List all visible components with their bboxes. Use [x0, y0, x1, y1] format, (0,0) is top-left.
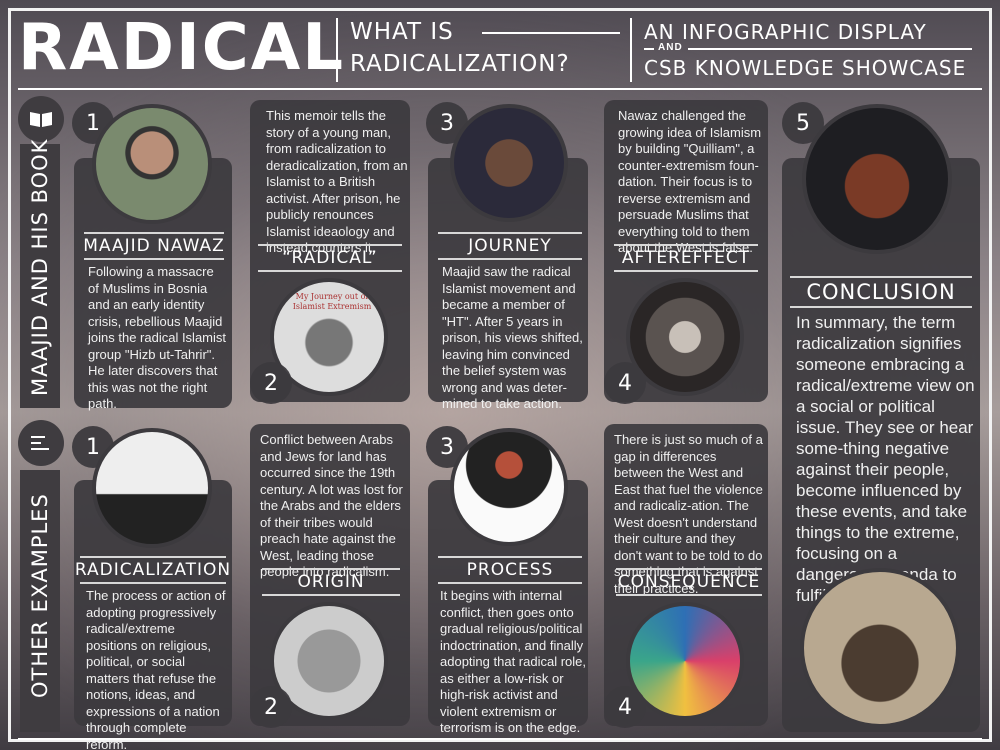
card-text: Maajid saw the radical Islamist movement…	[442, 264, 583, 411]
card-text: It begins with internal conflict, then g…	[440, 588, 586, 735]
conclusion-title: CONCLUSION	[790, 276, 972, 308]
conclusion-photo	[802, 104, 952, 254]
book-icon	[18, 96, 64, 142]
card-text: There is just so much of a gap in differ…	[614, 432, 763, 596]
step-number: 4	[604, 362, 646, 404]
book-cover-subtitle: My Journey out of Islamist Extremism	[292, 292, 372, 311]
card-text: Nawaz challenged the growing idea of Isl…	[618, 108, 762, 255]
card-text: Conflict between Arabs and Jews for land…	[260, 432, 403, 579]
list-icon	[18, 420, 64, 466]
section-label-bar	[20, 470, 60, 732]
header-rule	[482, 32, 620, 34]
card-title: JOURNEY	[438, 232, 582, 260]
step-number: 2	[250, 686, 292, 728]
header-rule	[644, 48, 654, 50]
header-divider	[630, 18, 632, 82]
section-label-bottom: OTHER EXAMPLES	[28, 493, 52, 698]
header-and: AND	[658, 42, 683, 53]
header-question-line1: WHAT IS	[350, 19, 454, 45]
card-text: Following a massacre of Muslims in Bosni…	[88, 264, 226, 411]
process-illustration	[450, 428, 568, 546]
conclusion-bottom-photo	[800, 568, 960, 728]
card-title: ORIGIN	[262, 568, 400, 596]
card-text: This memoir tells the story of a young m…	[266, 108, 408, 255]
section-label-bar	[20, 144, 60, 408]
step-number: 4	[604, 686, 646, 728]
card-title: RADICALIZATION	[75, 556, 230, 584]
section-label-top: MAAJID AND HIS BOOK	[28, 138, 52, 396]
header-question-line2: RADICALIZATION?	[350, 51, 570, 77]
header-subtitle-line1: AN INFOGRAPHIC DISPLAY	[644, 20, 927, 44]
book-cover-image: My Journey out of Islamist Extremism	[270, 278, 388, 396]
conclusion-text: In summary, the term radicalization sign…	[796, 313, 975, 605]
journey-photo	[450, 104, 568, 222]
header-bottom-rule	[18, 88, 982, 90]
silhouette-photo	[92, 428, 212, 548]
aftereffect-photo	[626, 278, 744, 396]
step-number: 2	[250, 362, 292, 404]
step-number: 5	[782, 102, 824, 144]
card-title: AFTEREFFECT	[614, 244, 758, 272]
footer-rule	[18, 738, 982, 740]
step-number: 3	[426, 102, 468, 144]
portrait-photo	[92, 104, 212, 224]
header-divider	[336, 18, 338, 82]
card-title: “RADICAL”	[258, 244, 402, 272]
page-title: RADICAL	[18, 11, 346, 85]
card-title: PROCESS	[438, 556, 582, 584]
header-subtitle-line2: CSB KNOWLEDGE SHOWCASE	[644, 56, 967, 80]
card-text: The process or action of adopting progre…	[86, 588, 226, 750]
consequence-art	[626, 602, 744, 720]
page-frame	[8, 8, 992, 742]
header-rule	[688, 48, 972, 50]
card-title: CONSEQUENCE	[616, 568, 762, 596]
card-title: MAAJID NAWAZ	[83, 232, 224, 260]
